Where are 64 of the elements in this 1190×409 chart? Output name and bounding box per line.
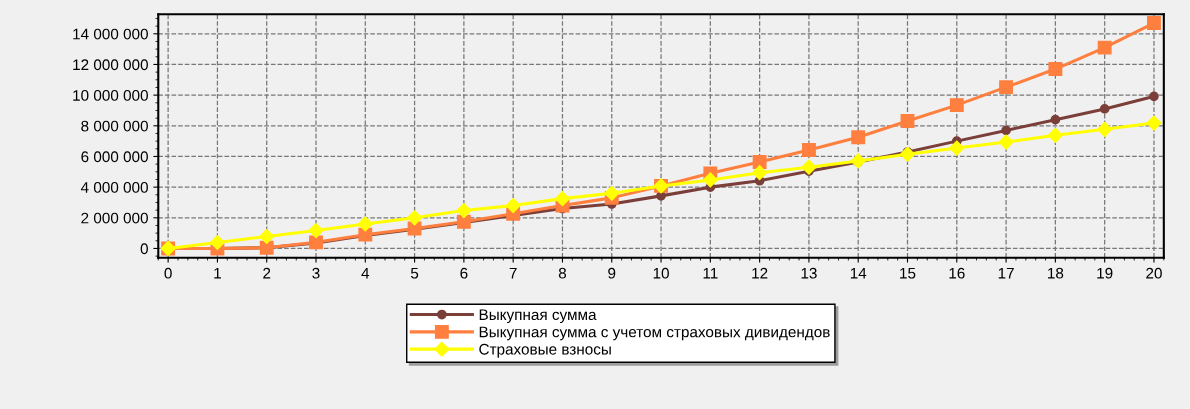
x-tick-label: 4: [361, 267, 370, 279]
legend-label: Выкупная сумма с учетом страховых дивидендов: [479, 326, 830, 341]
point: [1097, 121, 1113, 137]
y-tick-label: 14 000 000: [73, 28, 148, 40]
point: [998, 134, 1014, 150]
point: [752, 155, 767, 169]
point: [899, 146, 916, 162]
x-tick-label: 12: [752, 267, 768, 279]
point: [456, 203, 472, 219]
point: [1146, 115, 1162, 131]
x-tick-label: 3: [312, 267, 320, 279]
x-tick-label: 8: [558, 267, 567, 279]
point: [1149, 91, 1159, 102]
point: [1050, 114, 1061, 125]
y-tick-label: 0: [140, 243, 148, 255]
x-tick-label: 10: [653, 267, 669, 279]
y-tick-label: 4 000 000: [80, 182, 148, 193]
point: [801, 159, 817, 175]
point: [949, 140, 965, 156]
x-tick-label: 0: [164, 267, 172, 279]
x-tick-label: 6: [460, 267, 468, 279]
x-tick-label: 5: [410, 267, 419, 279]
point: [505, 197, 521, 214]
x-tick-label: 9: [608, 267, 616, 279]
legend-label: Страховые взносы: [479, 343, 611, 358]
point: [407, 210, 423, 226]
x-tick-label: 16: [949, 267, 965, 279]
x-tick-label: 11: [703, 267, 718, 279]
x-tick-label: 7: [509, 267, 517, 279]
point: [900, 114, 915, 128]
point: [1147, 16, 1161, 31]
point: [851, 130, 866, 145]
point: [604, 185, 620, 201]
point: [554, 191, 571, 207]
point: [801, 143, 816, 157]
y-tick-label: 10 000 000: [73, 89, 148, 101]
x-tick-label: 17: [998, 267, 1014, 279]
point: [1099, 104, 1110, 114]
point: [949, 98, 964, 113]
y-tick-label: 8 000 000: [81, 120, 148, 132]
x-tick-label: 19: [1097, 267, 1113, 279]
y-tick-label: 12 000 000: [73, 59, 148, 71]
x-tick-label: 2: [263, 267, 271, 279]
point: [1001, 125, 1011, 136]
point: [357, 216, 373, 232]
point: [999, 80, 1014, 95]
point: [752, 165, 768, 181]
x-tick-label: 20: [1146, 267, 1162, 279]
point: [259, 228, 275, 245]
point: [1048, 62, 1063, 77]
y-tick-label: 2 000 000: [81, 212, 148, 224]
x-tick-label: 18: [1048, 267, 1064, 279]
legend-label: Выкупная сумма: [479, 309, 597, 324]
x-tick-label: 1: [214, 267, 221, 279]
point: [850, 153, 866, 169]
x-tick-label: 14: [850, 267, 867, 279]
y-tick-label: 6 000 000: [81, 151, 148, 163]
point: [1097, 40, 1112, 55]
x-tick-label: 13: [801, 267, 817, 279]
point: [1047, 127, 1063, 143]
point: [209, 234, 225, 251]
point: [702, 172, 718, 188]
point: [308, 222, 324, 239]
x-tick-label: 15: [900, 267, 916, 279]
